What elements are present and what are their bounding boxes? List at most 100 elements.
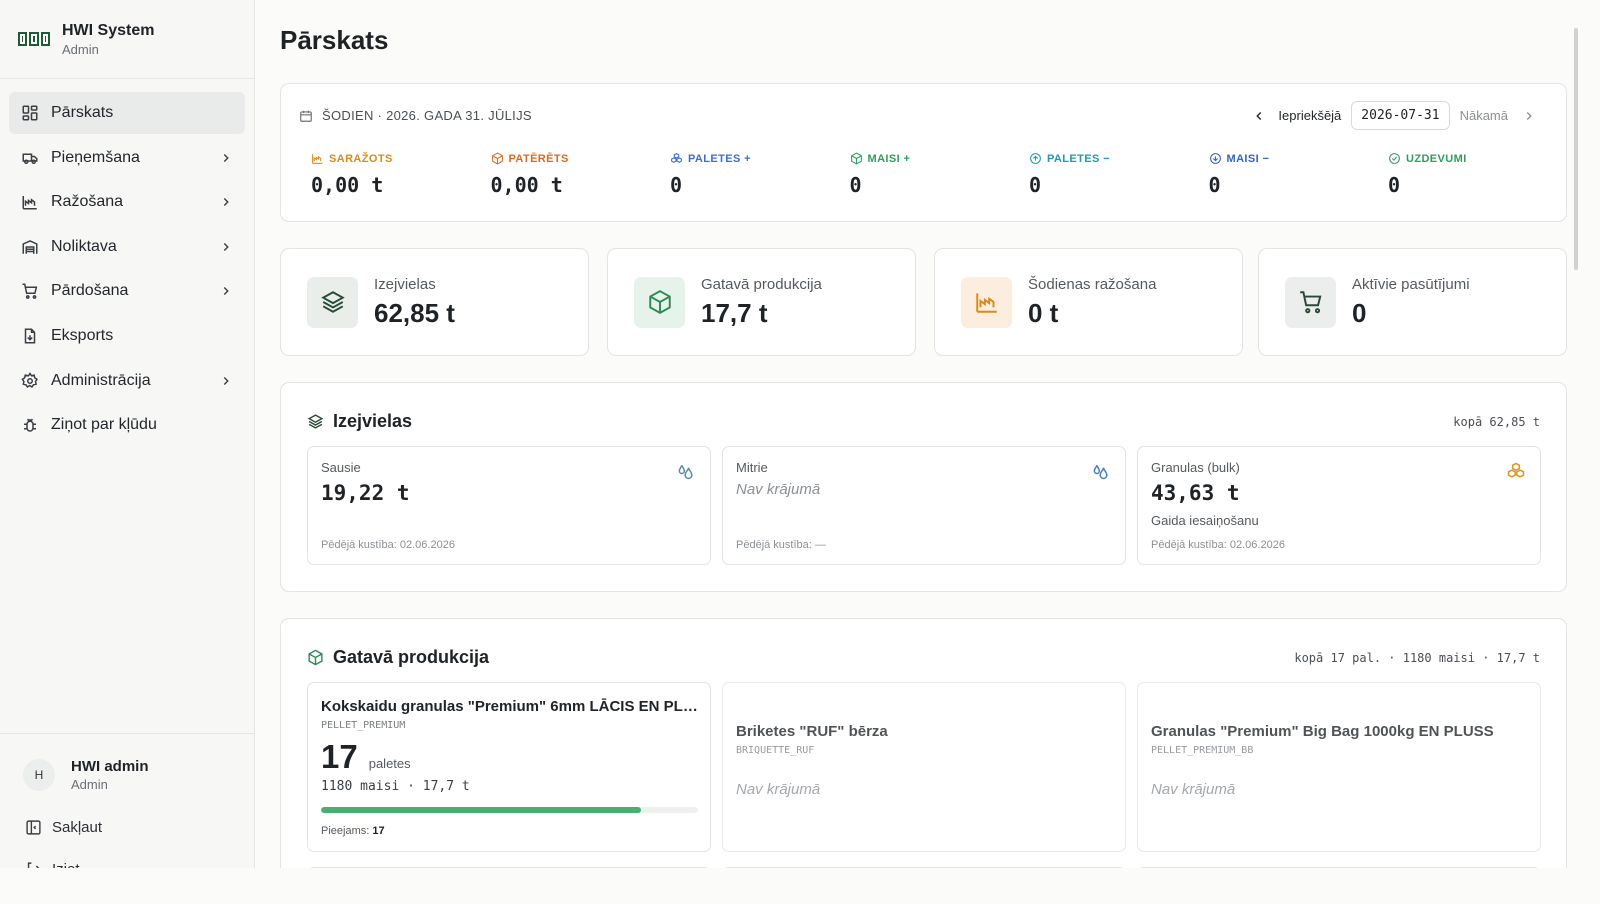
item-value: 43,63 t (1151, 481, 1240, 505)
boxes-icon (1507, 462, 1525, 478)
section-title: Izejvielas (333, 411, 413, 431)
sidebar-item-report-bug[interactable]: Ziņot par kļūdu (9, 404, 245, 446)
date-input[interactable]: 2026-07-31 (1351, 101, 1450, 130)
metric-today-production[interactable]: Šodienas ražošana 0 t (934, 248, 1243, 356)
section-total: kopā 62,85 t (1453, 415, 1540, 429)
stat-consumed: PATĒRĒTS 0,00 t (491, 152, 671, 197)
stat-label: MAISI + (850, 152, 1030, 165)
stat-label-text: MAISI + (867, 152, 911, 165)
stat-value: 0 (670, 173, 683, 197)
viewport-bottom (0, 868, 1600, 904)
package-icon (850, 152, 862, 165)
item-label: Sausie (321, 460, 361, 475)
scrollbar[interactable] (1574, 28, 1578, 270)
stat-label-text: SARAŽOTS (329, 152, 393, 165)
product-title: Granulas "Premium" Big Bag 1000kg EN PLU… (1151, 723, 1494, 740)
sidebar-footer: H HWI admin Admin Sakļaut Iziet (0, 733, 254, 904)
sidebar-item-label: Ražošana (51, 193, 124, 211)
chevron-right-icon (223, 153, 229, 162)
calendar-icon (300, 110, 312, 122)
factory-icon (975, 293, 997, 313)
stat-label-text: UZDEVUMI (1406, 152, 1467, 165)
product-empty: Nav krājumā (1151, 781, 1236, 798)
product-code: BRIQUETTE_RUF (736, 745, 815, 756)
next-day-button[interactable]: Nākamā (1460, 108, 1536, 123)
truck-icon (22, 153, 38, 164)
today-date: ŠODIEN · 2026. GADA 31. JŪLIJS (299, 108, 532, 123)
metric-label: Gatavā produkcija (701, 275, 822, 293)
stat-value: 0 (1388, 173, 1401, 197)
brand[interactable]: HWI System Admin (0, 0, 254, 79)
sidebar-item-export[interactable]: Eksports (9, 315, 245, 357)
sidebar-item-warehouse[interactable]: Noliktava (9, 226, 245, 268)
arrow-up-circle-icon (1030, 153, 1041, 164)
check-circle-icon (1389, 153, 1400, 164)
metric-finished-goods[interactable]: Gatavā produkcija 17,7 t (607, 248, 916, 356)
metric-value: 0 (1352, 297, 1367, 328)
stat-label: MAISI − (1209, 152, 1389, 165)
stat-pallets-in: PALETES + 0 (670, 152, 850, 198)
product-available: Pieejams: 17 (321, 825, 385, 837)
metric-label: Šodienas ražošana (1028, 275, 1157, 293)
sidebar-item-administration[interactable]: Administrācija (9, 360, 245, 402)
stat-label-text: PALETES + (688, 152, 751, 165)
section-header: Gatavā produkcija (307, 647, 489, 668)
factory-icon (22, 196, 37, 210)
sidebar-item-receiving[interactable]: Pieņemšana (9, 137, 245, 179)
item-last-movement: Pēdējā kustība: — (736, 539, 826, 551)
user-profile[interactable]: H HWI admin Admin (9, 744, 245, 806)
warehouse-icon (22, 239, 38, 254)
stat-label: UZDEVUMI (1388, 152, 1568, 165)
sidebar-item-label: Administrācija (51, 371, 151, 389)
product-card[interactable]: Briketes "RUF" bērza BRIQUETTE_RUF Nav k… (722, 682, 1126, 852)
next-label: Nākamā (1459, 108, 1508, 123)
today-stats: SARAŽOTS 0,00 t PATĒRĒTS 0,00 t PALETES … (311, 152, 1568, 197)
cart-icon (1299, 291, 1321, 314)
sidebar-item-production[interactable]: Ražošana (9, 181, 245, 223)
file-export-icon (24, 328, 36, 344)
item-last-movement: Pēdējā kustība: 02.06.2026 (321, 539, 455, 551)
package-icon (308, 649, 323, 666)
collapse-sidebar-button[interactable]: Sakļaut (9, 806, 245, 848)
stat-bags-out: MAISI − 0 (1209, 152, 1389, 198)
product-card[interactable]: Kokskaidu granulas "Premium" 6mm LĀCIS E… (307, 682, 711, 852)
section-title: Gatavā produkcija (333, 647, 490, 667)
stat-tasks: UZDEVUMI 0 (1388, 152, 1568, 198)
sidebar-item-label: Pārdošana (51, 282, 129, 300)
raw-materials-section: Izejvielas kopā 62,85 t Sausie 19,22 t P… (280, 382, 1567, 592)
sidebar-item-label: Ziņot par kļūdu (51, 416, 157, 434)
previous-day-button[interactable]: Iepriekšējā (1252, 108, 1341, 123)
raw-item-wet[interactable]: Mitrie Nav krājumā Pēdējā kustība: — (722, 446, 1126, 565)
product-empty: Nav krājumā (736, 781, 821, 798)
sidebar: HWI System Admin Pārskats Pieņemšana Raž… (0, 0, 255, 904)
chevron-right-icon (223, 198, 229, 207)
sidebar-item-overview[interactable]: Pārskats (9, 92, 245, 134)
sidebar-item-sales[interactable]: Pārdošana (9, 270, 245, 312)
user-role: Admin (71, 777, 108, 792)
section-total: kopā 17 pal. · 1180 maisi · 17,7 t (1294, 651, 1540, 665)
stat-label: PATĒRĒTS (491, 152, 671, 165)
logo-icon (18, 32, 50, 46)
sidebar-item-label: Pārskats (51, 104, 114, 121)
item-value: 19,22 t (321, 481, 410, 505)
metric-active-orders[interactable]: Aktīvie pasūtījumi 0 (1258, 248, 1567, 356)
layers-icon (320, 291, 345, 313)
layers-icon (307, 414, 324, 429)
raw-item-bulk-pellets[interactable]: Granulas (bulk) 43,63 t Gaida iesaiņošan… (1137, 446, 1541, 565)
item-label: Mitrie (736, 460, 768, 475)
product-title: Briketes "RUF" bērza (736, 723, 888, 740)
product-summary: 1180 maisi · 17,7 t (321, 779, 470, 794)
sidebar-item-label: Noliktava (51, 237, 117, 255)
droplets-icon (678, 465, 693, 480)
collapse-label: Sakļaut (52, 818, 103, 836)
chevron-right-icon (223, 242, 229, 251)
stat-value: 0,00 t (490, 173, 563, 197)
raw-item-dry[interactable]: Sausie 19,22 t Pēdējā kustība: 02.06.202… (307, 446, 711, 565)
arrow-down-circle-icon (1209, 153, 1221, 164)
chevron-right-icon (223, 287, 229, 296)
product-card[interactable]: Granulas "Premium" Big Bag 1000kg EN PLU… (1137, 682, 1541, 852)
available-label: Pieejams: (321, 825, 370, 837)
stat-label-text: PATĒRĒTS (508, 152, 569, 165)
metric-raw-materials[interactable]: Izejvielas 62,85 t (280, 248, 589, 356)
factory-icon (312, 154, 323, 164)
